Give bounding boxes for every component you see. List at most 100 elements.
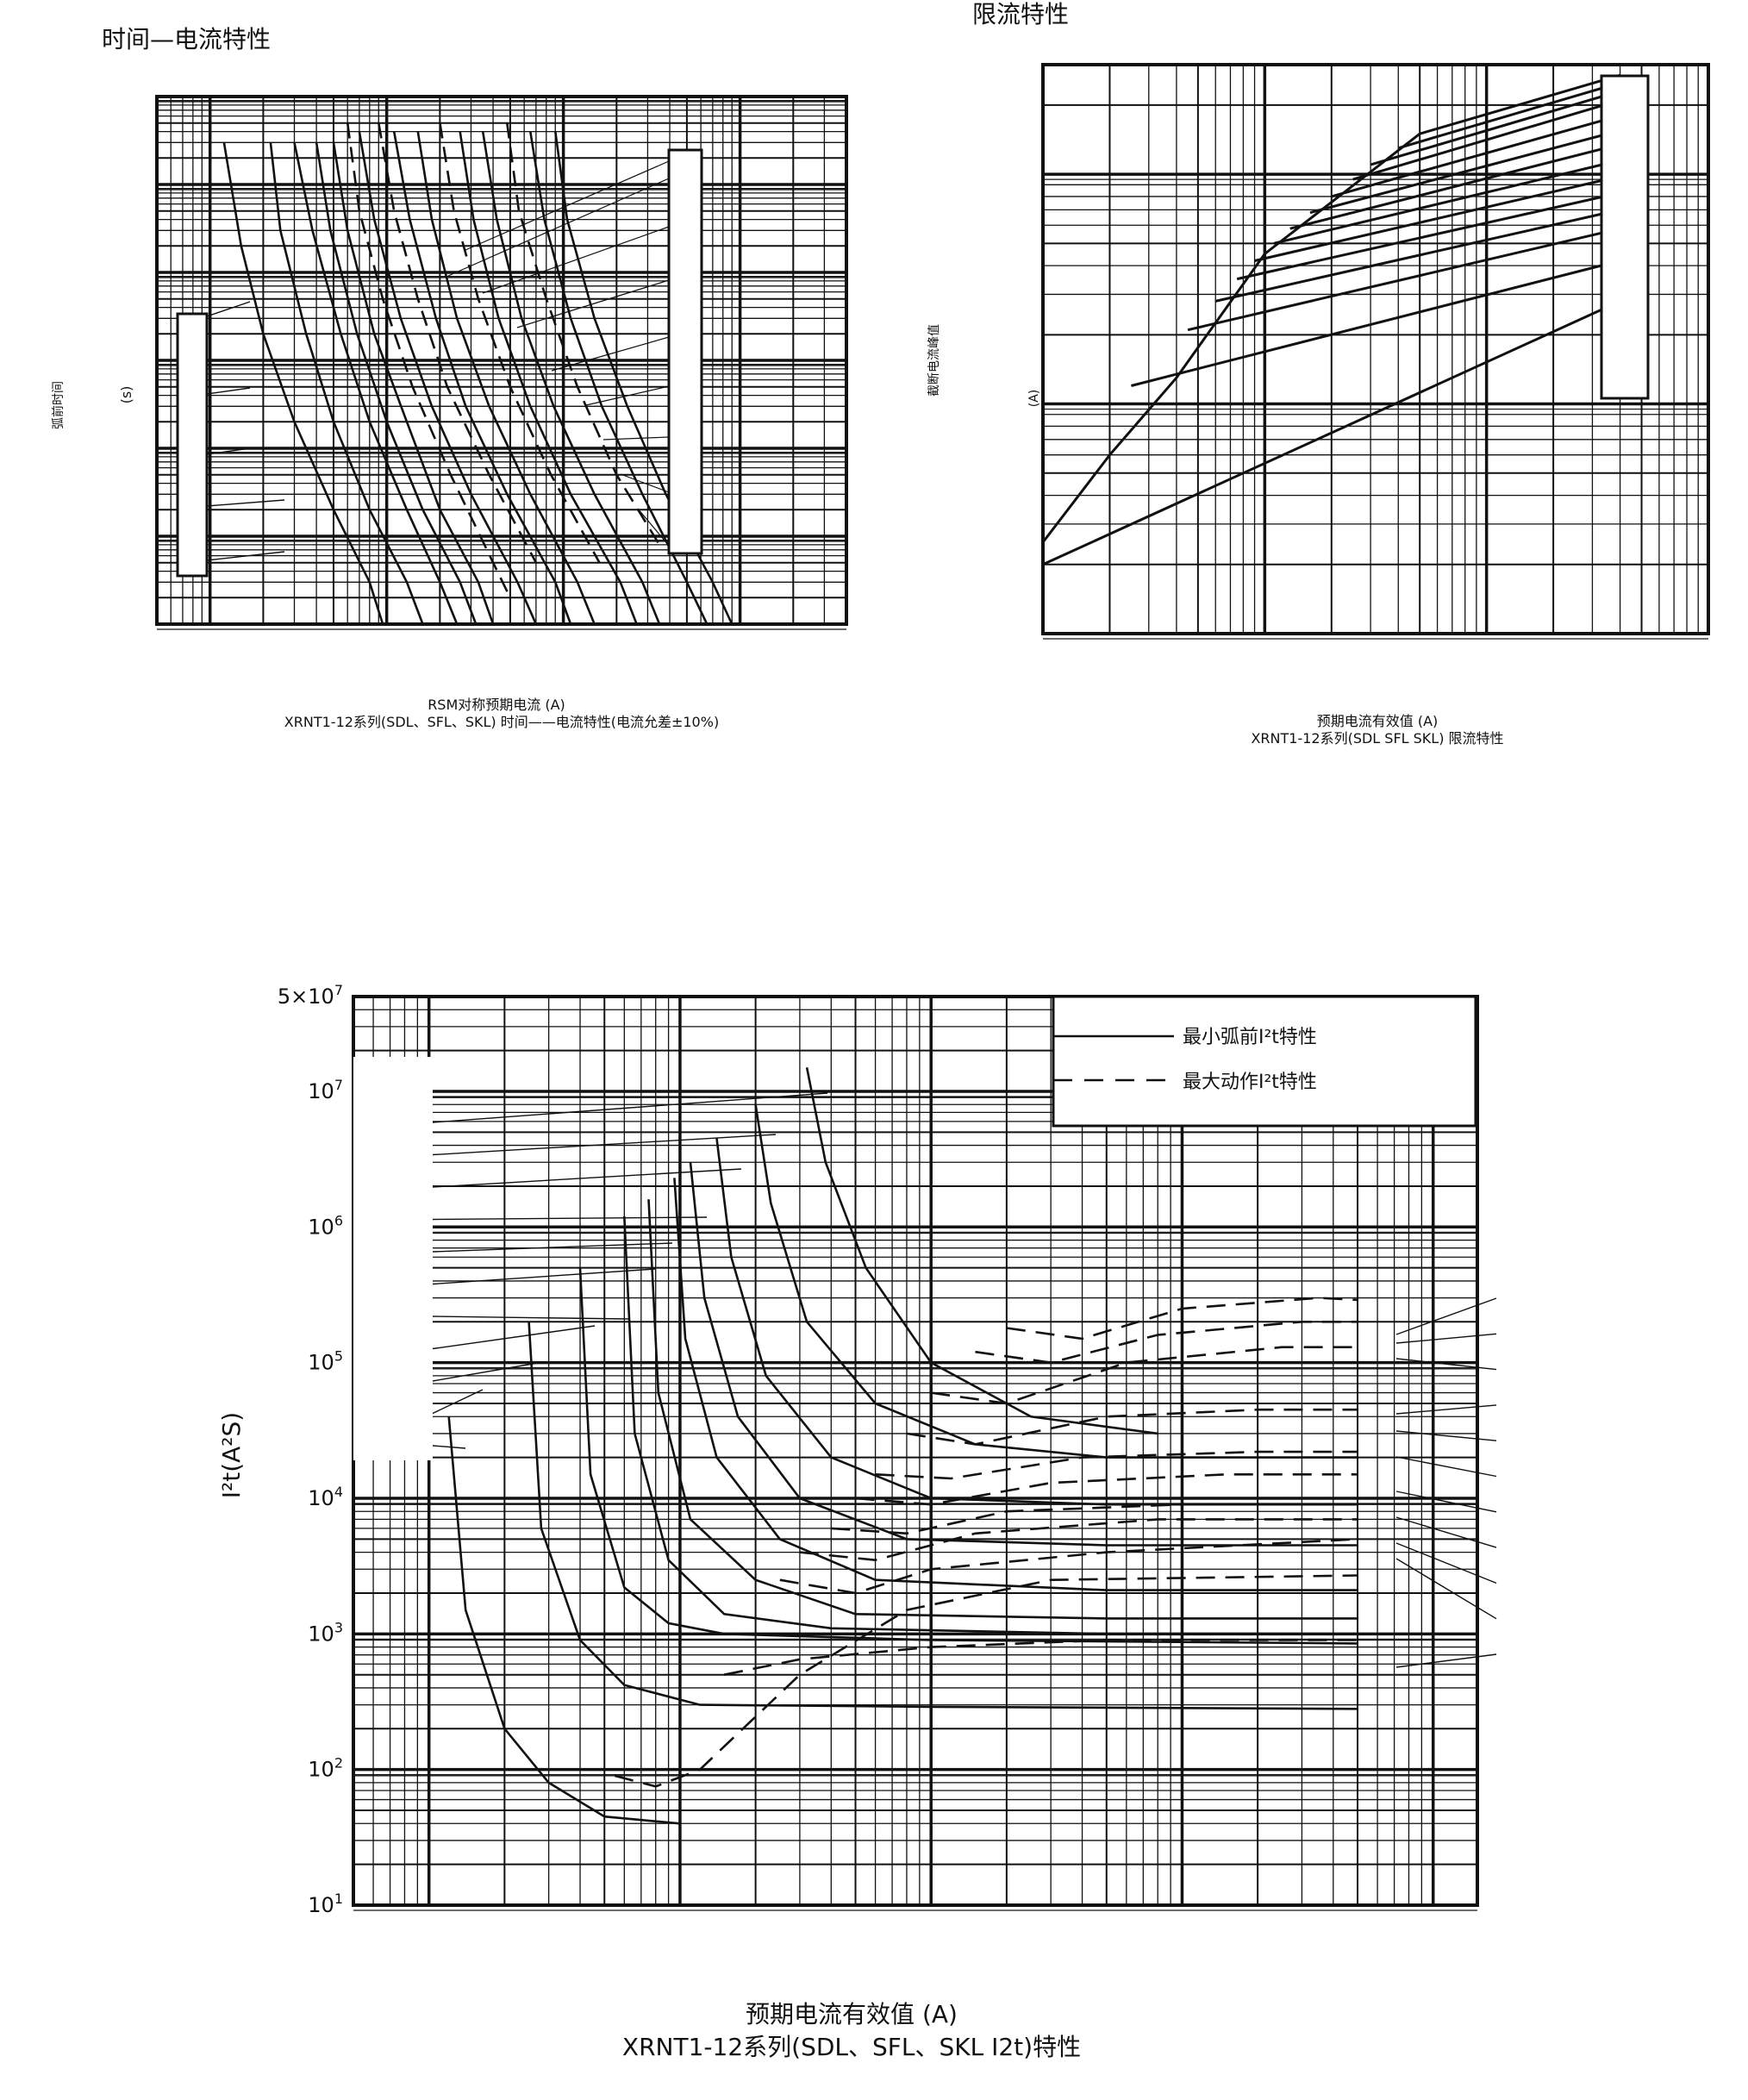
i2t-y-tick-label: 105 [308,1348,343,1375]
i2t-left-rating-leader [432,1168,742,1188]
right-rating-leader [620,473,670,493]
current-limiting-chart: 限流特性 截断电流峰值 (A) 预期电流有效值 (A) XRNT1-12系列(S… [927,0,1710,747]
i2t-solid-curve [623,1216,1358,1635]
i2t-left-rating-leader [432,1092,828,1123]
i2t-right-rating-leader [1395,1297,1497,1335]
current-limiting-ylabel: 截断电流峰值 [927,324,941,397]
i2t-solid-curve [689,1162,1358,1547]
right-rating-leader [516,279,670,328]
i2t-solid-curve [754,1104,1358,1459]
i2t-solid-curve [715,1138,1358,1506]
i2t-right-rating-leader [1395,1653,1497,1668]
i2t-solid-curve [578,1267,1358,1645]
current-limiting-envelope [1041,133,1421,543]
left-rating-leader [206,499,285,507]
current-limiting-line [1289,142,1620,230]
time-current-grid [156,95,847,630]
current-limiting-line [1370,90,1621,166]
i2t-left-rating-leader [432,1445,466,1449]
time-current-curve [459,131,638,625]
time-current-rating-boxes [176,148,703,578]
time-current-curve [332,142,495,625]
i2t-dashed-curve [723,1639,1358,1676]
time-current-chart: 时间—电流特性 弧前时间 (s) RSM对称预期电流 (A) XRNT1-12系… [51,25,848,730]
i2t-xlabel: 预期电流有效值 (A) [746,2000,958,2028]
i2t-right-rating-leader [1395,1358,1497,1371]
i2t-left-rating-leader [432,1134,777,1156]
current-limiting-plot-frame [1041,63,1710,635]
time-current-ylabel: 弧前时间 [51,381,66,429]
left-rating-leader [206,551,285,561]
current-limiting-xlabel: 预期电流有效值 (A) [1317,713,1439,729]
left-rating-leader [206,301,251,317]
time-current-plot-frame [155,95,848,626]
i2t-y-tick-label: 104 [308,1484,343,1510]
i2t-left-rating-leader [432,1325,596,1350]
i2t-legend: 最小弧前I²t特性 最大动作I²t特性 [1052,995,1477,1128]
i2t-right-rating-leader [1395,1491,1497,1513]
right-rating-leader [551,336,670,372]
i2t-dashed-curve [614,1574,1358,1788]
i2t-y-tick-label: 5×107 [278,982,343,1009]
time-current-curves [222,122,734,625]
right-rating-leader [447,178,670,277]
i2t-left-rating-leader [432,1216,708,1221]
i2t-dashed-curve [931,1346,1358,1405]
i2t-left-rating-box [353,1057,433,1460]
time-current-curve [416,131,596,625]
time-current-curve [269,142,424,625]
legend-dashed-label: 最大动作I²t特性 [1183,1072,1317,1093]
i2t-grid [353,996,1477,1911]
time-current-curve [222,142,384,625]
current-limiting-line [1131,259,1620,387]
i2t-curves [447,1067,1358,1825]
i2t-solid-curve [673,1178,1358,1591]
right-rating-box [667,148,703,555]
left-rating-leader [206,447,251,455]
i2t-right-rating-leader [1395,1456,1497,1478]
i2t-solid-curve [447,1416,681,1825]
i2t-y-tick-label: 106 [308,1212,343,1239]
i2t-right-rating-leader [1395,1404,1497,1415]
current-limiting-line [1352,98,1621,181]
i2t-right-rating-leader [1395,1430,1497,1441]
i2t-ylabel: I²t(A²S) [217,1412,246,1498]
i2t-y-tick-label: 103 [308,1619,343,1646]
current-limiting-title: 限流特性 [972,0,1069,28]
current-limiting-line [1236,191,1620,281]
i2t-legend-box [1052,995,1477,1128]
right-rating-leader [637,508,670,547]
i2t-right-rating-leader [1395,1516,1497,1548]
i2t-right-rating-leader [1395,1542,1497,1584]
i2t-solid-curve [528,1322,1358,1710]
current-limiting-line [1042,300,1621,566]
current-limiting-yunit: (A) [1027,390,1041,408]
i2t-dashed-curve [855,1473,1358,1506]
i2t-dashed-curve [1006,1297,1358,1341]
time-current-curve [358,131,538,625]
i2t-left-rating-leader [432,1242,673,1253]
i2t-chart: I²t(A²S) 预期电流有效值 (A) XRNT1-12系列(SDL、SFL、… [217,982,1497,2061]
time-current-xlabel: RSM对称预期电流 (A) [428,697,565,713]
i2t-dashed-curve [975,1321,1358,1364]
time-current-yunit: (s) [118,386,134,404]
i2t-right-rating-leader [1395,1558,1497,1620]
current-limiting-rating-box [1600,74,1650,400]
right-rating-leader [482,226,670,294]
time-current-title: 时间—电流特性 [102,25,271,53]
time-current-curve [481,131,661,625]
i2t-caption: XRNT1-12系列(SDL、SFL、SKL I2t)特性 [622,2033,1081,2061]
time-current-curve [293,142,459,625]
current-limiting-curves [1041,73,1621,566]
i2t-left-rating-leader [432,1268,656,1285]
time-current-curve [554,131,734,625]
current-limiting-line [1273,159,1620,245]
right-rating-leader [602,436,670,441]
right-rating-leader [585,385,670,406]
current-limiting-line [1331,114,1621,198]
left-rating-leader [206,387,251,395]
i2t-y-tick-label: 102 [308,1755,343,1782]
current-limiting-line [1309,128,1620,215]
current-limiting-line [1214,208,1620,303]
